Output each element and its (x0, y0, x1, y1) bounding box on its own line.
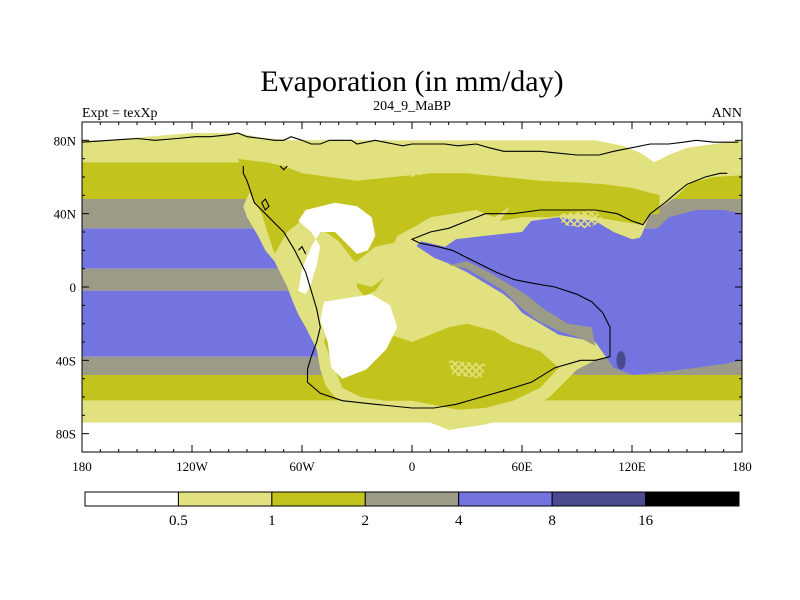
coastline-north-continent (82, 132, 739, 156)
colorbar-label: 2 (362, 513, 370, 529)
x-tick-label: 0 (409, 459, 416, 474)
x-tick-label: 180 (72, 459, 92, 474)
coastline-inner-island-1 (279, 165, 288, 171)
colorbar-label: 0.5 (169, 513, 188, 529)
colorbar-label: 4 (455, 513, 463, 529)
atlantic-north-pale (335, 239, 422, 287)
y-axis: 80N 40N 0 40S 80S (54, 133, 742, 442)
ocean-class4-east (412, 210, 742, 375)
colorbar-swatch (177, 491, 273, 507)
colorbar: 0.5 1 2 4 8 16 (84, 491, 740, 529)
colorbar-swatch (84, 491, 179, 507)
x-tick-label: 120W (176, 459, 209, 474)
colorbar-label: 16 (638, 513, 654, 529)
north-continent-inner (237, 158, 660, 297)
south-hatch (448, 360, 486, 379)
colorbar-swatch (364, 491, 460, 507)
y-tick-label: 80S (56, 427, 76, 442)
colorbar-swatch (271, 491, 366, 507)
coastlines (82, 132, 739, 409)
x-tick-label: 120E (618, 459, 646, 474)
colorbar-swatch (458, 491, 553, 507)
x-tick-label: 60E (512, 459, 533, 474)
coastline-inner-island-3 (297, 245, 307, 255)
center-string: 204_9_MaBP (373, 99, 451, 114)
atlantic-hatch (390, 155, 440, 177)
white-south-interior (320, 294, 398, 379)
left-string: Expt = texXp (82, 106, 158, 121)
high-evaporation-spot (616, 351, 626, 370)
nw-pale-bulge (82, 140, 229, 157)
colorbar-label: 8 (548, 513, 556, 529)
x-tick-label: 60W (289, 459, 315, 474)
right-string: ANN (712, 106, 742, 121)
map-land-field (82, 122, 742, 430)
white-north-interior (298, 202, 376, 295)
east-grey-ring (448, 261, 596, 346)
y-tick-label: 80N (54, 133, 77, 148)
east-hatch-1 (558, 210, 605, 229)
x-axis: 180 120W 60W 0 60E 120E 180 (72, 122, 752, 474)
map-hatching (390, 155, 605, 379)
chart-title: Evaporation (in mm/day) (260, 65, 563, 98)
coastline-north-continent-south-edge (242, 166, 728, 409)
colorbar-label: 1 (268, 513, 276, 529)
colorbar-swatch (645, 491, 740, 507)
y-tick-label: 40N (54, 207, 77, 222)
ne-white-cap (595, 122, 742, 163)
x-tick-label: 180 (732, 459, 752, 474)
y-tick-label: 0 (70, 280, 77, 295)
colorbar-swatch (551, 491, 647, 507)
y-tick-label: 40S (56, 353, 76, 368)
coastline-inner-island-2 (261, 198, 270, 211)
